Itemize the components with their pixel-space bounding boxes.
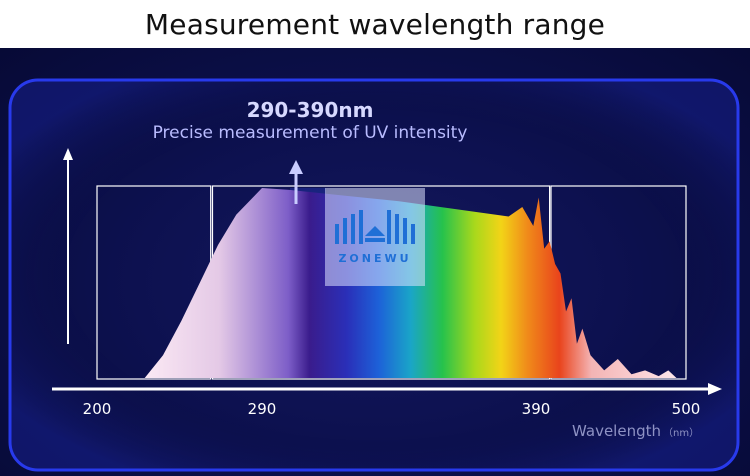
y-axis-arrow — [63, 148, 73, 160]
x-tick-290: 290 — [247, 400, 277, 418]
x-axis-unit: （nm） — [662, 428, 700, 439]
logo-text: ZONEWU — [338, 252, 412, 265]
logo-bars-icon — [335, 210, 415, 244]
up-arrow-icon — [289, 160, 303, 174]
page-title: Measurement wavelength range — [144, 7, 606, 41]
x-axis-title: Wavelength — [572, 422, 661, 440]
x-axis-label: Wavelength （nm） — [572, 422, 699, 440]
chart-panel: 290-390nm Precise measurement of UV inte… — [0, 48, 750, 476]
range-description: Precise measurement of UV intensity — [152, 123, 468, 143]
x-tick-390: 390 — [521, 400, 551, 418]
watermark-logo: ZONEWU — [325, 188, 425, 286]
x-tick-500: 500 — [671, 400, 701, 418]
x-tick-200: 200 — [82, 400, 112, 418]
x-axis-arrow — [708, 383, 722, 395]
range-label: 290-390nm — [246, 98, 374, 122]
title-bar: Measurement wavelength range — [0, 0, 750, 48]
